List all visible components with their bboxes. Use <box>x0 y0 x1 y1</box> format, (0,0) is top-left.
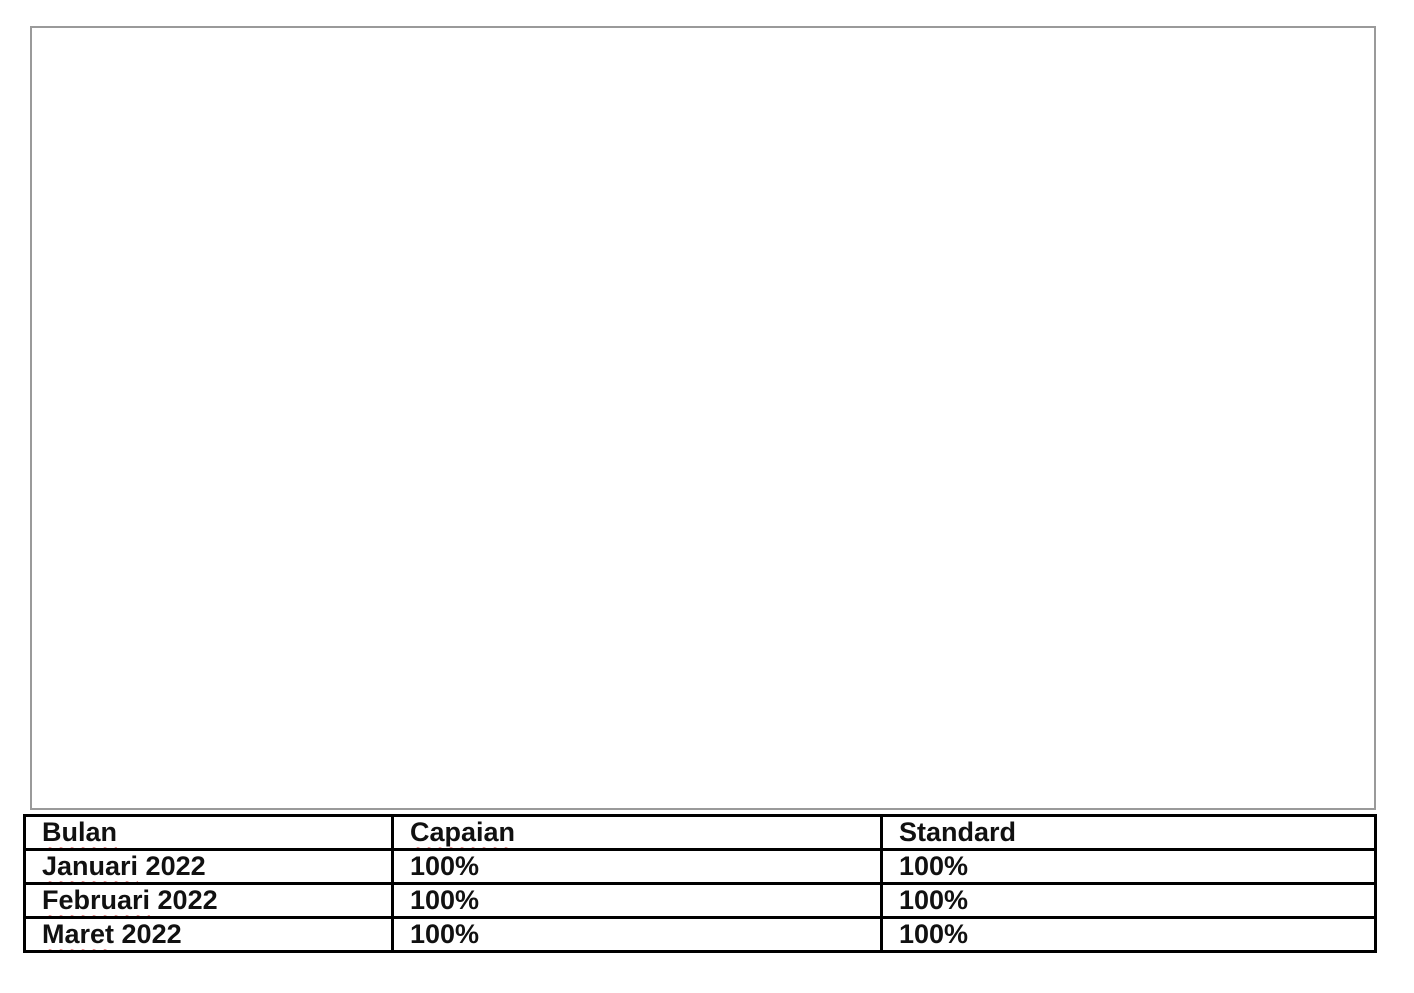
cell-bulan-text: Maret 2022 <box>42 919 182 949</box>
cell-capaian: 100% <box>391 848 883 885</box>
cell-capaian: 100% <box>391 882 883 919</box>
data-table: Bulan Capaian Standard Januari 2022 100%… <box>23 814 1377 953</box>
table-row: Januari 2022 100% 100% <box>23 848 1377 885</box>
table-row: Maret 2022 100% 100% <box>23 916 1377 953</box>
cell-bulan: Maret 2022 <box>23 916 394 953</box>
chart-frame <box>30 26 1376 810</box>
table-header-row: Bulan Capaian Standard <box>23 814 1377 851</box>
cell-standard: 100% <box>880 882 1377 919</box>
cell-capaian: 100% <box>391 916 883 953</box>
cell-bulan-text: Januari 2022 <box>42 851 206 881</box>
cell-standard: 100% <box>880 848 1377 885</box>
cell-bulan: Januari 2022 <box>23 848 394 885</box>
header-capaian: Capaian <box>391 814 883 851</box>
cell-standard: 100% <box>880 916 1377 953</box>
table-row: Februari 2022 100% 100% <box>23 882 1377 919</box>
cell-bulan: Februari 2022 <box>23 882 394 919</box>
header-bulan: Bulan <box>23 814 394 851</box>
header-standard: Standard <box>880 814 1377 851</box>
cell-bulan-text: Februari 2022 <box>42 885 218 915</box>
